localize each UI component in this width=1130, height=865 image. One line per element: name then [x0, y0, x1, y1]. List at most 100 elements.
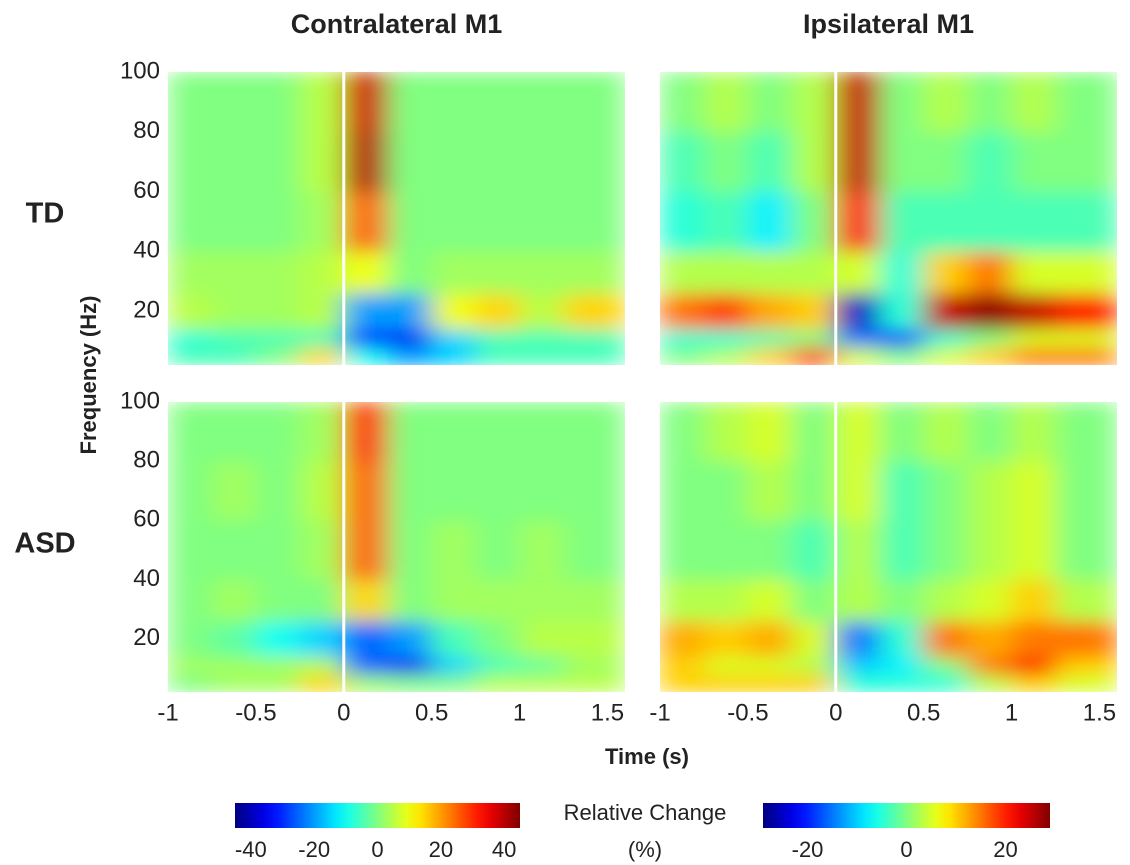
- heatmap-cell: [299, 329, 345, 348]
- y-tick-label: 20: [133, 297, 160, 324]
- x-tick-label: 1.5: [1083, 699, 1116, 726]
- heatmap-cell: [923, 329, 969, 348]
- heatmap-cell: [1011, 520, 1056, 581]
- heatmap-cell: [879, 347, 925, 365]
- heatmap-cell: [211, 131, 257, 193]
- heatmap-cell: [255, 251, 301, 294]
- heatmap-cell: [791, 579, 837, 622]
- y-tick-label: 60: [133, 506, 160, 533]
- y-tick-label: 40: [133, 237, 160, 264]
- heatmap-cell: [343, 520, 389, 581]
- heatmap-cell: [343, 293, 389, 330]
- heatmap-cell: [967, 402, 1013, 462]
- heatmap-cell: [923, 461, 969, 521]
- heatmap-cell: [431, 191, 477, 252]
- heatmap-cell: [703, 347, 749, 365]
- heatmap-cell: [299, 656, 345, 675]
- heatmap-cell: [967, 656, 1013, 675]
- heatmap-cells: [168, 72, 625, 365]
- heatmap-cell: [168, 461, 213, 521]
- heatmap-cell: [343, 461, 389, 521]
- heatmap-cell: [255, 329, 301, 348]
- heatmap-cell: [519, 251, 564, 294]
- heatmap-cell: [475, 461, 521, 521]
- heatmap-cell: [791, 329, 837, 348]
- heatmap-cell: [835, 579, 881, 622]
- heatmap-cell: [387, 293, 433, 330]
- heatmap-cell: [747, 656, 793, 675]
- heatmap-panel: [660, 72, 1117, 365]
- heatmap-cell: [835, 656, 881, 675]
- heatmap-cell: [563, 461, 625, 521]
- heatmap-cell: [475, 656, 521, 675]
- heatmap-cell: [387, 131, 433, 193]
- heatmap-cell: [343, 251, 389, 294]
- heatmap-cell: [1055, 579, 1117, 622]
- heatmap-cell: [747, 520, 793, 581]
- heatmap-cell: [660, 347, 705, 365]
- heatmap-cell: [703, 329, 749, 348]
- heatmap-cell: [1055, 293, 1117, 330]
- heatmap-cell: [835, 72, 881, 133]
- heatmap-cell: [519, 191, 564, 252]
- heatmap-cell: [1055, 131, 1117, 193]
- y-tick-label: 100: [120, 57, 160, 84]
- heatmap-cell: [835, 191, 881, 252]
- heatmap-cell: [431, 579, 477, 622]
- heatmap-cell: [703, 620, 749, 657]
- heatmap-cell: [703, 251, 749, 294]
- heatmap-cell: [431, 461, 477, 521]
- heatmap-cell: [211, 251, 257, 294]
- heatmap-cell: [299, 620, 345, 657]
- heatmap-cell: [299, 579, 345, 622]
- colorbar-tick-label: 20: [429, 837, 453, 862]
- heatmap-cell: [387, 402, 433, 462]
- heatmap-cell: [1055, 347, 1117, 365]
- heatmap-cell: [747, 461, 793, 521]
- heatmap-cell: [967, 329, 1013, 348]
- heatmap-cell: [967, 131, 1013, 193]
- heatmap-cell: [747, 620, 793, 657]
- heatmap-cell: [211, 72, 257, 133]
- heatmap-cells: [660, 72, 1117, 365]
- heatmap-cell: [879, 579, 925, 622]
- heatmap-cell: [255, 347, 301, 365]
- heatmap-cell: [660, 329, 705, 348]
- x-tick-label: -0.5: [727, 699, 768, 726]
- heatmap-cell: [299, 461, 345, 521]
- heatmap-cell: [747, 191, 793, 252]
- heatmap-cell: [791, 131, 837, 193]
- heatmap-cell: [703, 461, 749, 521]
- y-tick-label: 60: [133, 177, 160, 204]
- heatmap-cell: [387, 520, 433, 581]
- heatmap-cell: [660, 579, 705, 622]
- heatmap-cell: [519, 656, 564, 675]
- panel-title: Ipsilateral M1: [803, 9, 974, 39]
- x-tick-label: 0: [829, 699, 842, 726]
- heatmap-cell: [168, 191, 213, 252]
- heatmap-cell: [703, 131, 749, 193]
- heatmap-cell: [299, 293, 345, 330]
- heatmap-cell: [703, 656, 749, 675]
- heatmap-cell: [923, 131, 969, 193]
- heatmap-cell: [835, 520, 881, 581]
- heatmap-cell: [475, 402, 521, 462]
- heatmap-cell: [923, 656, 969, 675]
- heatmap-cell: [1055, 329, 1117, 348]
- heatmap-cell: [519, 579, 564, 622]
- heatmap-cell: [879, 72, 925, 133]
- heatmap-cell: [791, 72, 837, 133]
- heatmap-cell: [563, 191, 625, 252]
- heatmap-cell: [1011, 293, 1056, 330]
- heatmap-cell: [1011, 131, 1056, 193]
- heatmap-cell: [1011, 674, 1056, 692]
- heatmap-cell: [387, 461, 433, 521]
- heatmap-cell: [168, 131, 213, 193]
- heatmap-cell: [563, 131, 625, 193]
- y-tick-label: 80: [133, 447, 160, 474]
- heatmap-cell: [563, 674, 625, 692]
- heatmap-cell: [519, 131, 564, 193]
- heatmap-cell: [168, 620, 213, 657]
- y-axis-label: Frequency (Hz): [76, 296, 101, 455]
- heatmap-cell: [1011, 72, 1056, 133]
